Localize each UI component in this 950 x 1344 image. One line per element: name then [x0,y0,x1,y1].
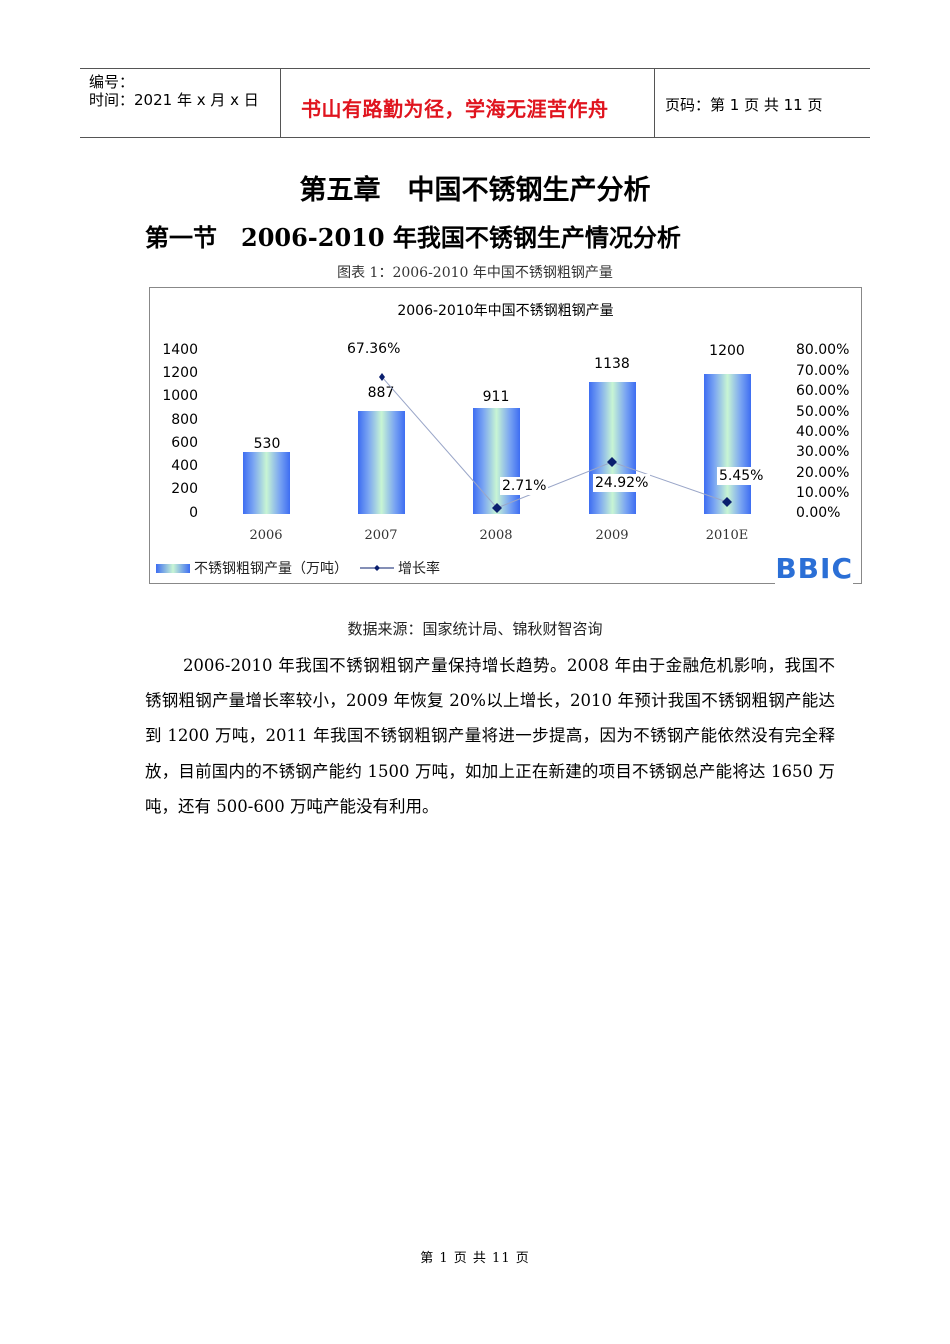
marker-diamond-icon [379,373,385,381]
bar-2009 [589,382,636,514]
page-header: 编号： 时间：2021 年 x 月 x 日 书山有路勤为径，学海无涯苦作舟 页码… [80,68,870,138]
left-tick: 1000 [162,388,198,404]
chart-title: 2006-2010年中国不锈钢粗钢产量 [397,303,614,319]
legend-line-diamond-icon [360,565,394,571]
data-source: 数据来源：国家统计局、锦秋财智咨询 [347,620,603,638]
marker-diamond-icon [607,457,617,467]
header-motto-cell: 书山有路勤为径，学海无涯苦作舟 [281,69,655,137]
marker-diamond-icon [722,497,732,507]
bar-value-label: 887 [367,385,395,401]
page-info: 页码：第 1 页 共 11 页 [665,96,823,114]
chapter-title: 第五章 中国不锈钢生产分析 [299,175,651,206]
rate-label: 5.45% [717,467,766,485]
page-footer: 第 1 页 共 11 页 [420,1251,530,1266]
time-label: 时间：2021 年 x 月 x 日 [89,91,259,109]
growth-rate-line [379,373,732,513]
right-tick: 30.00% [796,444,850,460]
number-label: 编号： [89,73,135,91]
bar-value-label: 1200 [709,343,745,359]
right-tick: 60.00% [796,383,850,399]
left-tick: 200 [171,481,198,497]
left-tick: 800 [171,412,198,428]
x-label: 2007 [364,528,398,543]
left-tick: 0 [189,505,198,521]
right-tick: 10.00% [796,485,850,501]
bar-2007 [358,411,405,514]
marker-diamond-icon [492,503,502,513]
bar-2006 [243,452,290,514]
x-label: 2006 [249,528,283,543]
bar-value-label: 1138 [594,356,630,372]
left-tick: 1400 [162,342,198,358]
right-tick: 80.00% [796,342,850,358]
x-label: 2009 [595,528,629,543]
motto: 书山有路勤为径，学海无涯苦作舟 [301,97,609,121]
rate-label: 2.71% [500,477,549,495]
production-chart: 2006-2010年中国不锈钢粗钢产量 1400 1200 1000 800 6… [149,287,862,585]
legend-line-label: 增长率 [398,561,440,577]
legend-bar-label: 不锈钢粗钢产量（万吨） [194,561,348,577]
bbic-logo: BBIC [775,552,853,585]
right-tick: 20.00% [796,465,850,481]
header-page-cell: 页码：第 1 页 共 11 页 [655,69,870,137]
left-tick: 600 [171,435,198,451]
rate-label: 67.36% [345,340,403,358]
left-tick: 400 [171,458,198,474]
paragraph-text: 2006-2010 年我国不锈钢粗钢产量保持增长趋势。2008 年由于金融危机影… [145,656,835,816]
left-tick: 1200 [162,365,198,381]
legend-bar-swatch [156,563,190,573]
header-meta-cell: 编号： 时间：2021 年 x 月 x 日 [80,69,281,137]
chart-legend: 不锈钢粗钢产量（万吨） 增长率 [156,558,440,578]
right-tick: 0.00% [796,505,841,521]
rate-label: 24.92% [593,474,651,492]
x-label: 2008 [479,528,513,543]
x-label: 2010E [705,528,749,543]
right-tick: 50.00% [796,404,850,420]
bar-2008 [473,408,520,514]
body-paragraph: 2006-2010 年我国不锈钢粗钢产量保持增长趋势。2008 年由于金融危机影… [145,648,835,824]
bar-value-label: 911 [482,389,510,405]
figure-caption: 图表 1：2006-2010 年中国不锈钢粗钢产量 [337,265,613,281]
bar-value-label: 530 [253,436,281,452]
section-title: 第一节 2006-2010 年我国不锈钢生产情况分析 [145,223,681,252]
bar-2010e [704,374,751,514]
right-tick: 40.00% [796,424,850,440]
right-tick: 70.00% [796,363,850,379]
